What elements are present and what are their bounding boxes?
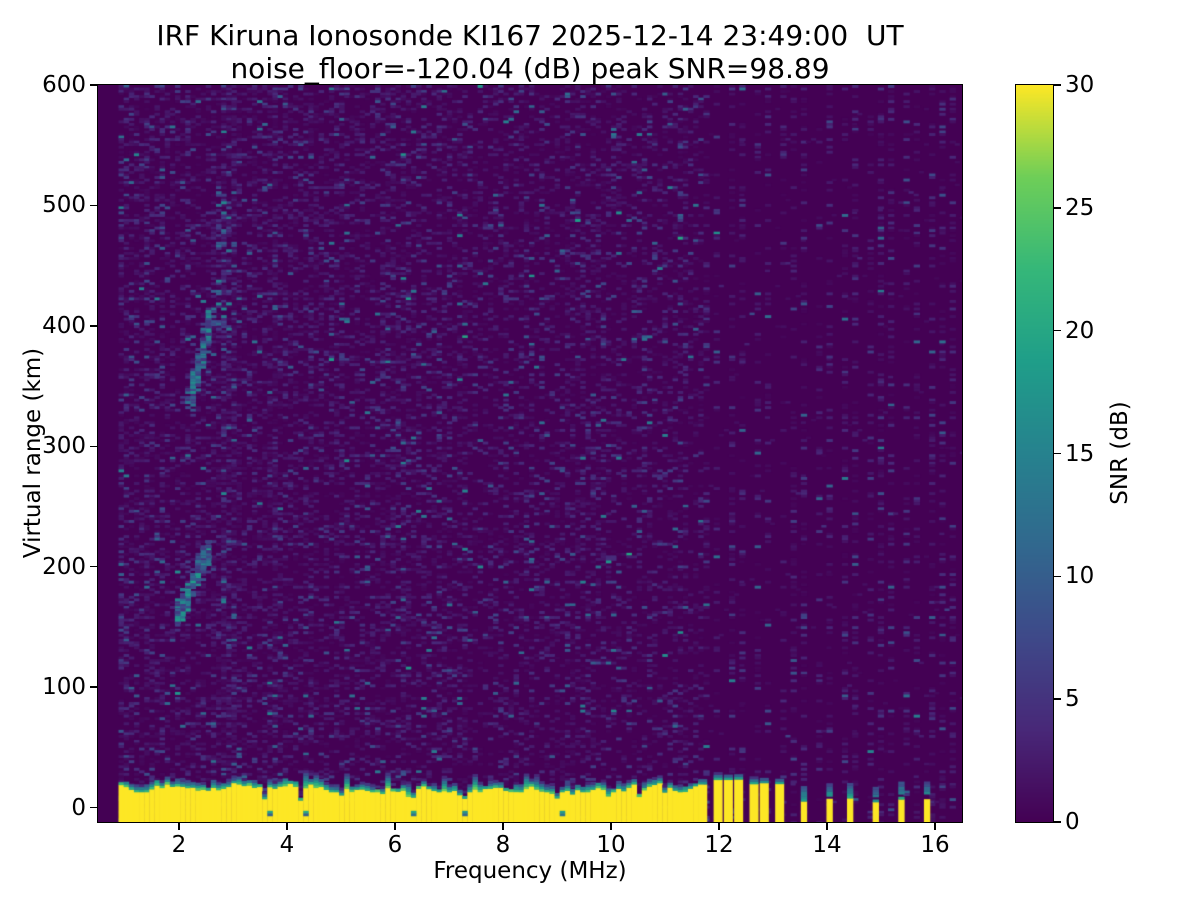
x-tick — [502, 823, 504, 830]
y-tick-label: 0 — [71, 794, 86, 821]
colorbar-tick-label: 0 — [1065, 809, 1080, 835]
y-tick-label: 300 — [42, 433, 86, 460]
x-tick — [826, 823, 828, 830]
colorbar-tick-label: 10 — [1065, 563, 1095, 590]
x-axis-label: Frequency (MHz) — [433, 858, 627, 884]
y-tick-label: 500 — [42, 192, 86, 219]
y-tick-label: 200 — [42, 553, 86, 580]
y-tick-label: 400 — [42, 312, 86, 339]
y-tick — [90, 686, 97, 688]
x-tick-label: 12 — [704, 832, 734, 858]
colorbar-tick — [1054, 452, 1061, 455]
y-tick — [90, 565, 97, 568]
y-tick — [90, 445, 97, 448]
x-tick-label: 14 — [812, 832, 842, 858]
y-axis-label: Virtual range (km) — [20, 347, 46, 559]
colorbar-tick-label: 5 — [1065, 686, 1080, 713]
chart-subtitle: noise_floor=-120.04 (dB) peak SNR=98.89 — [230, 52, 830, 85]
ionogram-heatmap — [98, 85, 962, 822]
x-tick-label: 4 — [279, 832, 295, 858]
x-tick — [610, 823, 612, 830]
x-tick — [718, 823, 720, 830]
colorbar-tick-label: 15 — [1065, 440, 1095, 467]
x-tick-label: 6 — [387, 832, 403, 858]
colorbar-tick — [1054, 575, 1061, 578]
colorbar-tick-label: 30 — [1065, 72, 1095, 98]
x-tick-label: 10 — [596, 832, 626, 858]
colorbar-tick — [1054, 207, 1061, 209]
x-tick-label: 16 — [920, 832, 950, 858]
colorbar-tick — [1054, 821, 1061, 823]
y-tick-label: 100 — [42, 674, 86, 701]
colorbar-tick-label: 20 — [1065, 317, 1095, 344]
y-tick — [90, 325, 97, 327]
y-tick-label: 600 — [42, 72, 86, 98]
x-tick-label: 8 — [495, 832, 511, 858]
y-tick — [90, 204, 97, 207]
colorbar-tick — [1054, 698, 1061, 700]
x-tick-label: 2 — [171, 832, 187, 858]
colorbar-tick — [1054, 84, 1061, 86]
y-tick — [90, 806, 97, 809]
colorbar-gradient — [1016, 85, 1053, 822]
colorbar-tick — [1054, 329, 1061, 332]
x-tick — [286, 823, 288, 830]
x-tick — [178, 823, 180, 830]
y-tick — [90, 84, 97, 86]
colorbar-tick-label: 25 — [1065, 194, 1095, 221]
colorbar-label: SNR (dB) — [1107, 401, 1133, 505]
chart-title: IRF Kiruna Ionosonde KI167 2025-12-14 23… — [156, 19, 904, 52]
x-tick — [394, 823, 396, 830]
x-tick — [934, 823, 936, 830]
